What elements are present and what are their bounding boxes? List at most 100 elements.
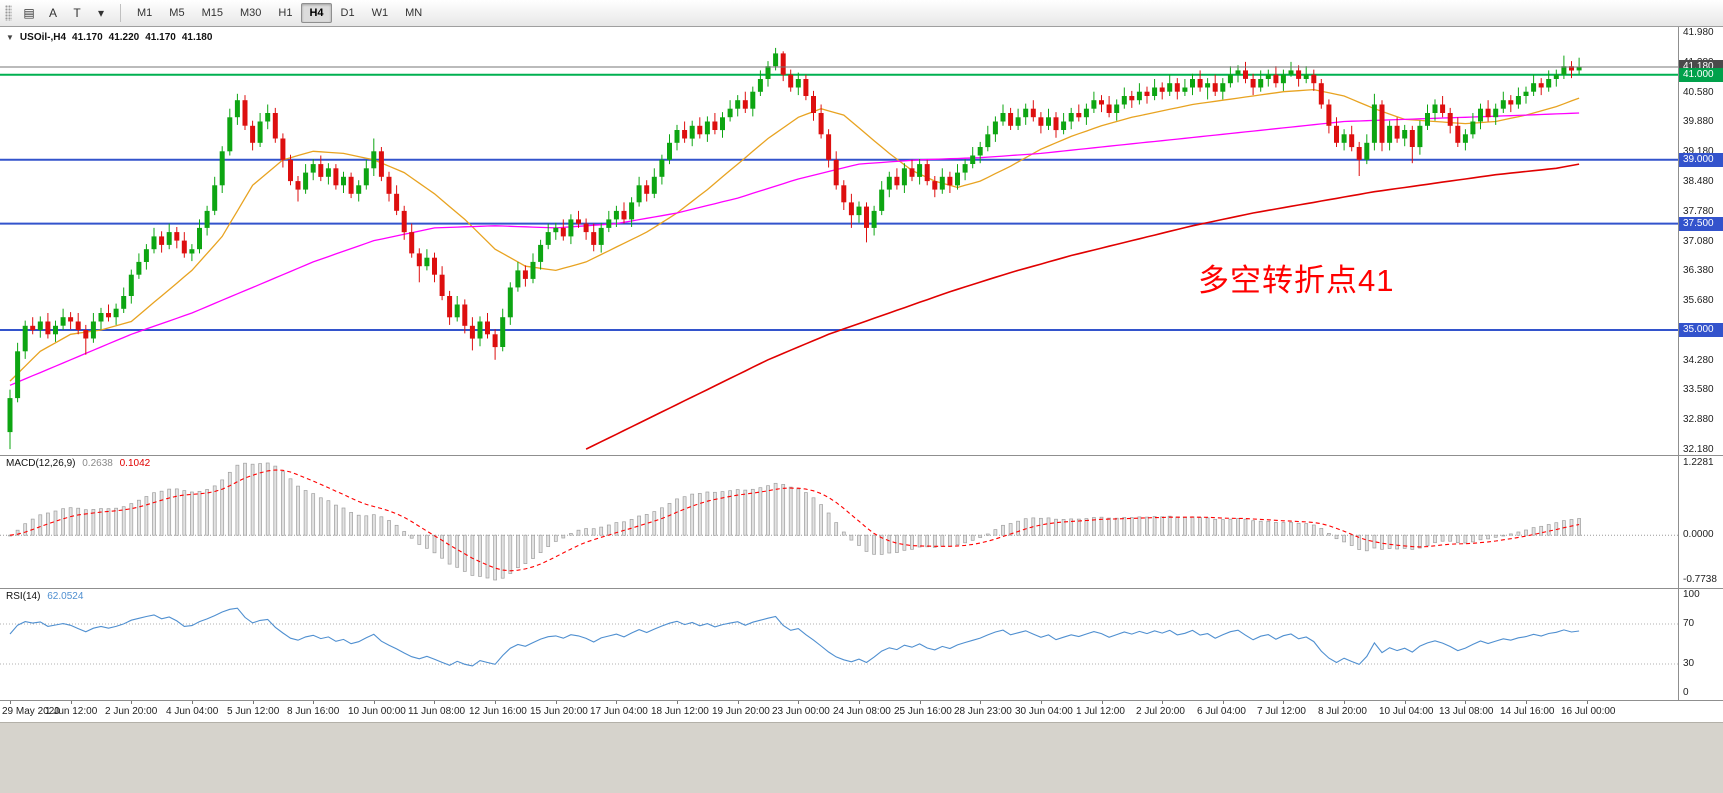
macd-scale-zero: 0.0000 <box>1683 529 1714 541</box>
time-axis-label: 25 Jun 16:00 <box>894 706 952 717</box>
cursor-mode-icon[interactable]: A <box>42 3 64 24</box>
price-tag-35.000[interactable]: 35.000 <box>1679 323 1723 337</box>
price-tick-label: 33.580 <box>1683 384 1714 396</box>
bottom-spacer <box>0 722 1723 793</box>
time-axis-label: 2 Jul 20:00 <box>1136 706 1185 717</box>
time-axis-label: 2 Jun 20:00 <box>105 706 158 717</box>
price-tick-label: 41.980 <box>1683 27 1714 38</box>
macd-signal-line <box>9 469 1580 572</box>
time-axis-tick <box>10 700 11 704</box>
time-axis-tick <box>192 700 193 704</box>
price-tag-39.000[interactable]: 39.000 <box>1679 152 1723 167</box>
time-axis-label: 19 Jun 20:00 <box>712 706 770 717</box>
time-axis-label: 29 May 2020 <box>2 706 60 717</box>
price-tag-37.500[interactable]: 37.500 <box>1679 216 1723 231</box>
time-axis[interactable]: 29 May 2020 1 Jun 12:00 2 Jun 20:00 4 Jun 0… <box>0 700 1723 722</box>
main-chart-canvas[interactable] <box>0 27 1678 455</box>
timeframe-h4-button[interactable]: H4 <box>301 3 332 23</box>
time-axis-tick <box>677 700 678 704</box>
time-axis-label: 12 Jun 16:00 <box>469 706 527 717</box>
timeframe-d1-button[interactable]: D1 <box>333 3 363 23</box>
toolbar-grip[interactable] <box>5 5 12 21</box>
text-tool-icon[interactable]: T <box>66 3 88 24</box>
ma-fast <box>9 88 1580 382</box>
time-axis-tick <box>313 700 314 704</box>
price-tick-label: 39.180 <box>1683 146 1714 158</box>
timeframe-mn-button[interactable]: MN <box>397 3 430 23</box>
time-axis-label: 10 Jul 04:00 <box>1379 706 1434 717</box>
time-axis-label: 18 Jun 12:00 <box>651 706 709 717</box>
rsi-scale-30: 30 <box>1683 658 1695 669</box>
ma-slow <box>585 163 1580 450</box>
timeframe-h1-button[interactable]: H1 <box>270 3 300 23</box>
time-axis-tick <box>1526 700 1527 704</box>
panel-divider[interactable] <box>0 700 1723 701</box>
time-axis-tick <box>738 700 739 704</box>
time-axis-tick <box>920 700 921 704</box>
panel-divider[interactable] <box>0 588 1723 589</box>
price-tick-label: 40.580 <box>1683 86 1714 98</box>
macd-scale-max: 1.2281 <box>1683 457 1714 468</box>
symbol-header: ▼ USOil-,H4 41.170 41.220 41.170 41.180 <box>6 32 212 43</box>
time-axis-label: 17 Jun 04:00 <box>590 706 648 717</box>
rsi-indicator-name: RSI(14) <box>6 591 41 602</box>
time-axis-label: 15 Jun 20:00 <box>530 706 588 717</box>
time-axis-label: 30 Jun 04:00 <box>1015 706 1073 717</box>
time-axis-label: 4 Jun 04:00 <box>166 706 219 717</box>
rsi-line <box>9 607 1580 667</box>
time-axis-label: 1 Jul 12:00 <box>1076 706 1125 717</box>
price-scale[interactable]: 41.98041.28040.58039.88039.18038.48037.7… <box>1678 27 1723 700</box>
price-tick-label: 34.280 <box>1683 354 1714 366</box>
rsi-value: 62.0524 <box>47 591 84 602</box>
macd-indicator-name: MACD(12,26,9) <box>6 458 76 469</box>
toolbar-separator <box>120 4 121 22</box>
bar-high-value: 41.220 <box>108 32 140 43</box>
rsi-scale-70: 70 <box>1683 618 1695 629</box>
time-axis-tick <box>1344 700 1345 704</box>
time-axis-label: 14 Jul 16:00 <box>1500 706 1555 717</box>
price-tick-label: 39.880 <box>1683 116 1714 128</box>
time-axis-label: 16 Jul 00:00 <box>1561 706 1616 717</box>
time-axis-tick <box>798 700 799 704</box>
timeframe-m30-button[interactable]: M30 <box>232 3 269 23</box>
panel-divider[interactable] <box>0 455 1723 456</box>
timeframe-m1-button[interactable]: M1 <box>129 3 160 23</box>
time-axis-tick <box>253 700 254 704</box>
timeframe-m15-button[interactable]: M15 <box>194 3 231 23</box>
macd-panel: MACD(12,26,9) 0.2638 0.1042 <box>0 455 1678 588</box>
time-axis-tick <box>980 700 981 704</box>
chart-window-icon[interactable]: ▤ <box>18 3 40 24</box>
timeframe-w1-button[interactable]: W1 <box>364 3 397 23</box>
price-tick-label: 35.680 <box>1683 295 1714 307</box>
symbol-title: USOil-,H4 <box>19 32 67 43</box>
rsi-label: RSI(14) 62.0524 <box>6 591 87 602</box>
bar-open-value: 41.170 <box>72 32 103 43</box>
time-axis-label: 13 Jul 08:00 <box>1439 706 1494 717</box>
price-tick-label: 38.480 <box>1683 175 1714 187</box>
time-axis-tick <box>374 700 375 704</box>
rsi-scale-0: 0 <box>1683 687 1689 698</box>
time-axis-tick <box>556 700 557 704</box>
price-tag-41.000[interactable]: 41.000 <box>1679 67 1723 82</box>
time-axis-label: 5 Jun 12:00 <box>227 706 280 717</box>
timeframe-m5-button[interactable]: M5 <box>161 3 192 23</box>
price-tick-label: 37.080 <box>1683 235 1714 247</box>
toolbar: ▤ A T ▾ M1 M5 M15 M30 H1 H4 D1 W1 MN <box>0 0 1723 27</box>
candles-layer <box>7 47 1582 450</box>
time-axis-label: 28 Jun 23:00 <box>954 706 1012 717</box>
dropdown-caret-icon[interactable]: ▾ <box>90 3 112 24</box>
time-axis-tick <box>1405 700 1406 704</box>
chart-text-annotation[interactable]: 多空转折点41 <box>1198 263 1395 298</box>
time-axis-label: 8 Jun 16:00 <box>287 706 340 717</box>
rsi-canvas[interactable] <box>0 588 1678 700</box>
macd-canvas[interactable] <box>0 455 1678 588</box>
macd-main-value: 0.2638 <box>82 458 113 469</box>
time-axis-label: 24 Jun 08:00 <box>833 706 891 717</box>
symbol-dropdown-icon[interactable]: ▼ <box>6 33 14 42</box>
time-axis-tick <box>1283 700 1284 704</box>
time-axis-label: 11 Jun 08:00 <box>408 706 466 717</box>
main-chart-panel: ▼ USOil-,H4 41.170 41.220 41.170 41.180 … <box>0 27 1678 455</box>
bar-close-value: 41.180 <box>181 32 213 43</box>
time-axis-tick <box>71 700 72 704</box>
